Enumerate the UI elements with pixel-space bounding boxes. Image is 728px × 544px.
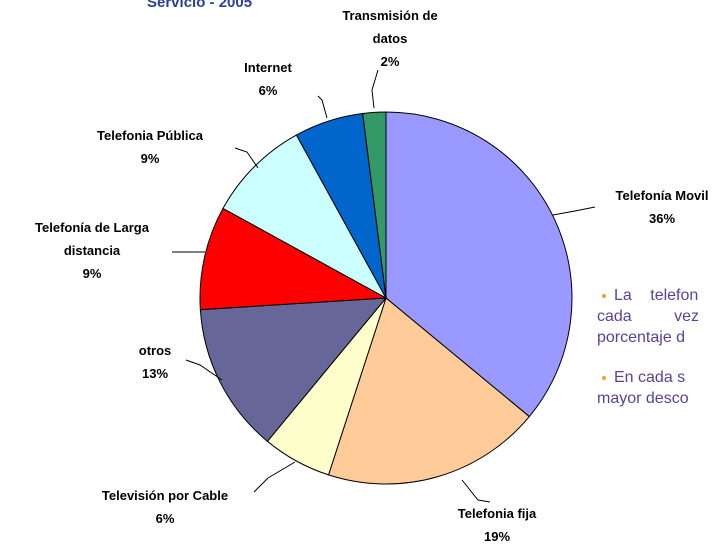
leader-line <box>552 206 596 216</box>
value-label: 6% <box>258 83 278 98</box>
leader-line <box>371 69 379 109</box>
value-label: 36% <box>648 211 676 226</box>
slice-label: Televisión por Cable 6% <box>75 484 255 530</box>
pie-slice <box>199 207 388 311</box>
slice-label: Transmisión de datos 2% <box>330 4 450 73</box>
value-label: 6% <box>155 511 175 526</box>
leader-line <box>317 95 328 119</box>
slice-label: Telefonia fija 19% <box>432 502 562 544</box>
pie-slice <box>199 297 388 443</box>
value-label: 9% <box>140 151 160 166</box>
slice-label: otros 13% <box>105 339 205 385</box>
pie-slice <box>222 134 388 300</box>
leader-line <box>253 461 296 493</box>
value-label: 19% <box>483 529 511 544</box>
category-label: Televisión por Cable <box>101 488 229 503</box>
leader-line <box>461 479 491 503</box>
chart-title: Servicio - 2005 <box>147 0 253 11</box>
slice-label: Telefonía Movil 36% <box>597 184 727 230</box>
category-label: Telefonia fija <box>457 506 537 521</box>
body-text: La telefon <box>614 287 699 304</box>
leader-line <box>234 147 259 169</box>
bullet <box>602 294 606 298</box>
category-label: Telefonía Movil <box>615 188 709 203</box>
body-text: En cada s <box>614 369 686 386</box>
category-label: Transmisión de datos <box>342 8 438 46</box>
category-label: Telefonia Pública <box>97 128 203 143</box>
slice-label: Internet 6% <box>218 56 318 102</box>
slice-label: Telefonia Pública 9% <box>70 124 230 170</box>
category-label: otros <box>138 343 172 358</box>
pie-slice <box>327 297 531 485</box>
bullet <box>602 376 606 380</box>
value-label: 2% <box>380 54 400 69</box>
body-text: mayor desco <box>597 390 689 407</box>
value-label: 9% <box>82 266 102 281</box>
pie-slice <box>362 111 387 299</box>
pie-slice <box>385 111 573 418</box>
category-label: Telefonía de Larga distancia <box>35 220 149 258</box>
value-label: 13% <box>141 366 169 381</box>
slice-label: Telefonía de Larga distancia 9% <box>7 216 177 285</box>
body-text: porcentaje d <box>597 329 686 346</box>
category-label: Internet <box>244 60 292 75</box>
body-text: cada vez <box>597 308 700 325</box>
leader-line <box>185 359 223 381</box>
